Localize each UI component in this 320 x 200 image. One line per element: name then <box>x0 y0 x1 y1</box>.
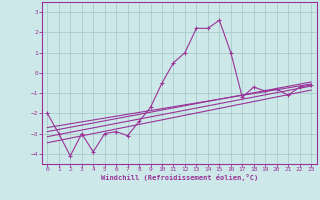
X-axis label: Windchill (Refroidissement éolien,°C): Windchill (Refroidissement éolien,°C) <box>100 174 258 181</box>
